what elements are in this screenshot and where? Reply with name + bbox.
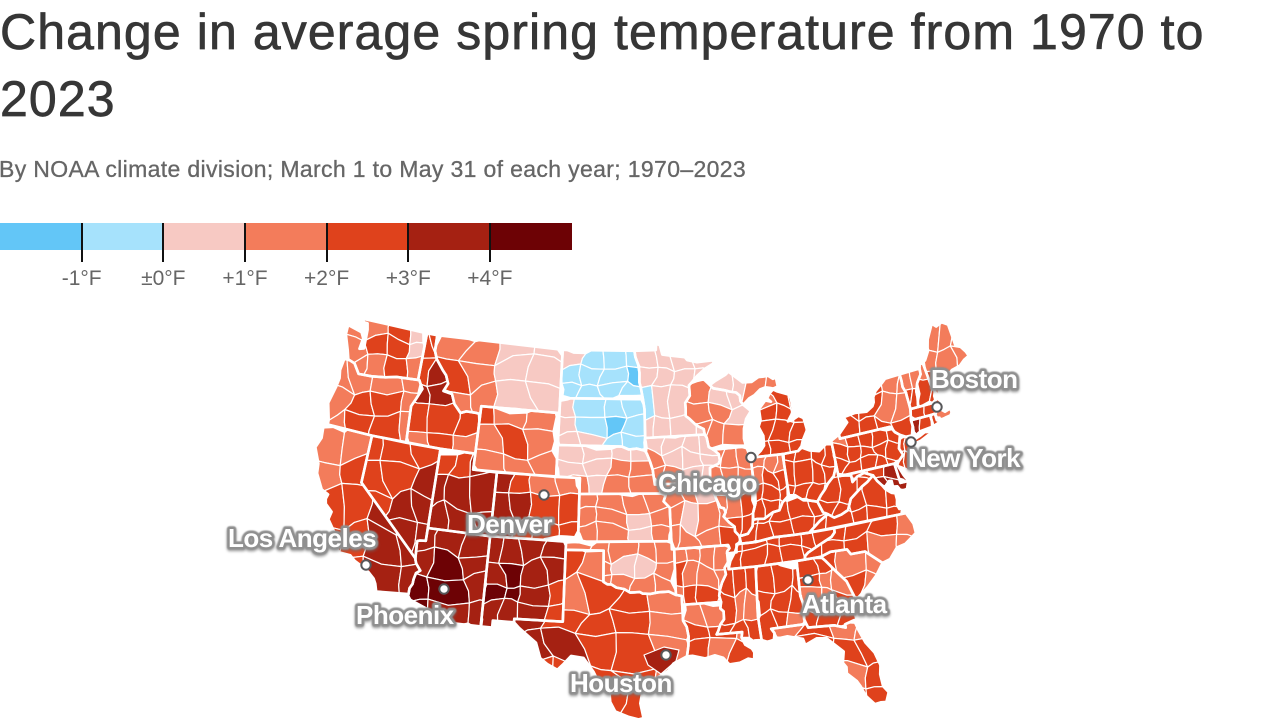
svg-text:Atlanta: Atlanta — [802, 589, 888, 619]
svg-text:Los Angeles: Los Angeles — [228, 523, 376, 553]
svg-text:Houston: Houston — [570, 668, 672, 698]
svg-text:Los Angeles: Los Angeles — [228, 523, 376, 553]
svg-text:Chicago: Chicago — [658, 468, 757, 498]
svg-text:Phoenix: Phoenix — [356, 602, 455, 632]
svg-text:Boston: Boston — [931, 366, 1018, 396]
svg-text:New York: New York — [908, 443, 1021, 473]
svg-text:Los Angeles: Los Angeles — [228, 525, 376, 555]
svg-text:Denver: Denver — [467, 509, 553, 539]
svg-text:Denver: Denver — [467, 511, 553, 541]
svg-text:Denver: Denver — [467, 509, 553, 539]
svg-text:Boston: Boston — [931, 364, 1018, 394]
svg-text:Houston: Houston — [570, 668, 672, 698]
svg-text:Houston: Houston — [570, 670, 672, 700]
svg-text:Phoenix: Phoenix — [356, 600, 455, 630]
svg-text:Atlanta: Atlanta — [802, 591, 888, 621]
svg-text:Chicago: Chicago — [658, 468, 757, 498]
svg-text:New York: New York — [908, 445, 1021, 475]
svg-text:New York: New York — [908, 443, 1021, 473]
svg-text:Boston: Boston — [931, 364, 1018, 394]
svg-text:Chicago: Chicago — [658, 470, 757, 500]
svg-text:Phoenix: Phoenix — [356, 600, 455, 630]
svg-text:Atlanta: Atlanta — [802, 589, 888, 619]
